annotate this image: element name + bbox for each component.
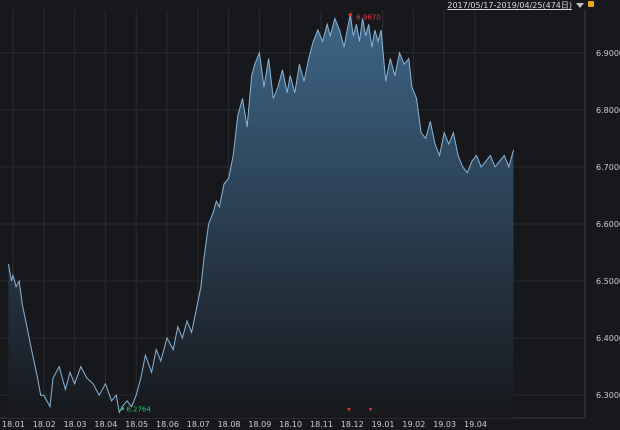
- y-tick-label: 6.5000: [596, 277, 620, 286]
- x-tick-label: 19.04: [464, 420, 487, 429]
- max-point-marker: [348, 12, 352, 17]
- triangle-down-icon[interactable]: [576, 3, 584, 8]
- x-tick-label: 18.12: [341, 420, 364, 429]
- y-tick-label: 6.3000: [596, 391, 620, 400]
- x-tick-label: 18.05: [125, 420, 148, 429]
- x-tick-label: 19.03: [433, 420, 456, 429]
- y-tick-label: 6.9000: [596, 49, 620, 58]
- x-tick-label: 19.02: [402, 420, 425, 429]
- event-marker[interactable]: [347, 408, 351, 411]
- x-tick-label: 18.03: [64, 420, 87, 429]
- series-line: [7, 14, 514, 414]
- min-point-label: 6.2764: [126, 406, 151, 414]
- x-tick-label: 18.02: [33, 420, 56, 429]
- x-tick-label: 18.01: [2, 420, 25, 429]
- y-tick-label: 6.6000: [596, 220, 620, 229]
- y-tick-label: 6.7000: [596, 163, 620, 172]
- min-point-marker: [120, 407, 124, 411]
- event-marker[interactable]: [369, 408, 372, 411]
- series-area: [8, 14, 514, 418]
- x-tick-label: 18.09: [248, 420, 271, 429]
- lock-icon[interactable]: [588, 1, 594, 7]
- x-tick-label: 19.01: [372, 420, 395, 429]
- x-tick-label: 18.10: [279, 420, 302, 429]
- max-point-label: 6.9670: [356, 14, 381, 22]
- x-tick-label: 18.11: [310, 420, 333, 429]
- date-range-label[interactable]: 2017/05/17-2019/04/25(474日): [447, 1, 572, 10]
- y-tick-label: 6.8000: [596, 106, 620, 115]
- x-tick-label: 18.06: [156, 420, 179, 429]
- x-tick-label: 18.04: [94, 420, 117, 429]
- x-tick-label: 18.08: [218, 420, 241, 429]
- x-tick-label: 18.07: [187, 420, 210, 429]
- date-range-selector[interactable]: 2017/05/17-2019/04/25(474日): [447, 0, 592, 11]
- y-tick-label: 6.4000: [596, 334, 620, 343]
